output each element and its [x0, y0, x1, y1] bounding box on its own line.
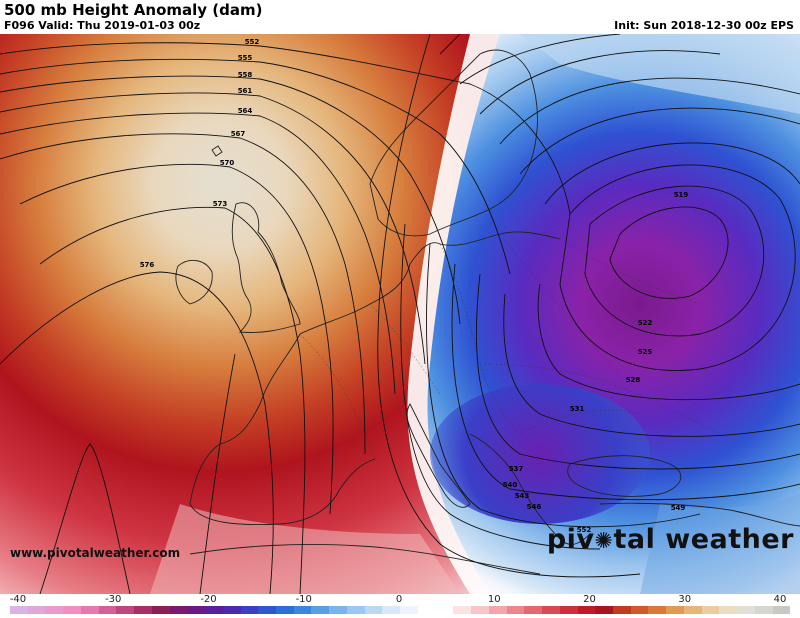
colorbar-swatch	[151, 606, 170, 614]
colorbar-swatch	[276, 606, 294, 614]
contour-label: 576	[140, 261, 155, 269]
contour-label: 531	[570, 405, 585, 413]
colorbar-swatch	[577, 606, 596, 614]
colorbar-swatch	[701, 606, 720, 614]
colorbar-swatch	[329, 606, 347, 614]
colorbar-swatch	[116, 606, 135, 614]
cold-north-edge	[520, 34, 800, 114]
colorbar-ticks: -40 -30 -20 -10 0 10 20 30 40	[0, 594, 800, 606]
colorbar-swatch	[400, 606, 418, 614]
colorbar-swatch	[134, 606, 152, 614]
colorbar-swatch	[187, 606, 206, 614]
colorbar-swatch	[293, 606, 312, 614]
colorbar-swatch	[63, 606, 81, 614]
contour-label: 573	[213, 200, 228, 208]
map-canvas: 552 555 558 561 564 567 570 573 576 519 522 525 528 5…	[0, 34, 800, 594]
colorbar-swatch	[417, 606, 436, 614]
contour-label: 525	[638, 348, 653, 356]
colorbar-swatch	[45, 606, 64, 614]
colorbar-swatch	[346, 606, 365, 614]
colorbar-swatch	[719, 606, 738, 614]
colorbar-tick-label: 30	[678, 594, 692, 605]
colorbar-swatch	[222, 606, 241, 614]
colorbar-swatch	[10, 606, 28, 614]
colorbar-swatch	[169, 606, 188, 614]
contour-label: 561	[238, 87, 253, 95]
colorbar-swatch	[559, 606, 578, 614]
colorbar-swatch	[595, 606, 613, 614]
colorbar-tick-label: 40	[773, 594, 787, 605]
contour-label: 519	[674, 191, 689, 199]
coastlines	[175, 49, 800, 575]
colorbar-swatch	[488, 606, 507, 614]
height-anomaly-map[interactable]: 552 555 558 561 564 567 570 573 576 519 522 525 528 5…	[0, 34, 800, 594]
colorbar-swatch	[630, 606, 649, 614]
map-title: 500 mb Height Anomaly (dam)	[4, 1, 263, 19]
colorbar-swatch	[666, 606, 684, 614]
contour-label: 567	[231, 130, 246, 138]
colorbar-swatch	[683, 606, 702, 614]
valid-time: F096 Valid: Thu 2019-01-03 00z	[4, 19, 201, 32]
anomaly-colorbar: -40 -30 -20 -10 0 10 20 30 40	[0, 594, 800, 618]
contour-label: 555	[238, 54, 253, 62]
contour-label: 537	[509, 465, 524, 473]
colorbar-swatch	[98, 606, 117, 614]
colorbar-swatch	[542, 606, 560, 614]
contour-labels: 552 555 558 561 564 567 570 573 576 519 522 525 528 5…	[140, 38, 689, 534]
cold-core-south	[430, 384, 650, 524]
colorbar-tick-label: -40	[9, 594, 27, 605]
colorbar-swatch	[382, 606, 401, 614]
colorbar-swatch	[27, 606, 46, 614]
pivotal-weather-logo: piv✺tal weather	[547, 524, 794, 555]
colorbar-swatches	[10, 606, 791, 614]
contour-label: 570	[220, 159, 235, 167]
contour-label: 546	[527, 503, 542, 511]
brand-left: piv	[546, 524, 595, 555]
colorbar-tick-label: 0	[395, 594, 403, 605]
contour-label: 540	[503, 481, 518, 489]
contour-label: 564	[238, 107, 253, 115]
colorbar-tick-label: 20	[583, 594, 596, 605]
contour-label: 543	[515, 492, 530, 500]
colorbar-swatch	[258, 606, 277, 614]
colorbar-tick-label: -30	[105, 594, 122, 605]
init-time: Init: Sun 2018-12-30 00z EPS	[614, 19, 794, 32]
pale-southwest	[150, 504, 460, 594]
colorbar-swatch	[205, 606, 223, 614]
colorbar-swatch	[737, 606, 755, 614]
colorbar-swatch	[311, 606, 330, 614]
colorbar-swatch	[435, 606, 454, 614]
colorbar-swatch	[471, 606, 489, 614]
brand-right: tal weather	[613, 524, 794, 555]
colorbar-swatch	[648, 606, 667, 614]
contour-label: 549	[671, 504, 686, 512]
colorbar-swatch	[772, 606, 791, 614]
height-contours	[0, 34, 800, 594]
colorbar-swatch	[240, 606, 259, 614]
colorbar-swatch	[80, 606, 99, 614]
contour-label: 522	[638, 319, 653, 327]
colorbar-swatch	[364, 606, 383, 614]
colorbar-tick-label: -20	[200, 594, 217, 605]
colorbar-swatch	[453, 606, 472, 614]
contour-label: 558	[238, 71, 253, 79]
colorbar-swatch	[754, 606, 773, 614]
country-borders	[299, 233, 721, 460]
cold-southeast	[640, 494, 800, 594]
colorbar-tick-label: -10	[295, 594, 312, 605]
contour-label: 552	[577, 526, 592, 534]
colorbar-swatch	[612, 606, 631, 614]
colorbar-tick-label: 10	[487, 594, 501, 605]
logo-o-icon: ✺	[594, 529, 614, 554]
contour-label: 528	[626, 376, 641, 384]
contour-label: 552	[245, 38, 260, 46]
colorbar-swatch	[524, 606, 543, 614]
colorbar-swatch	[506, 606, 525, 614]
site-url: www.pivotalweather.com	[10, 546, 181, 560]
map-header: 500 mb Height Anomaly (dam) F096 Valid: …	[0, 0, 800, 34]
